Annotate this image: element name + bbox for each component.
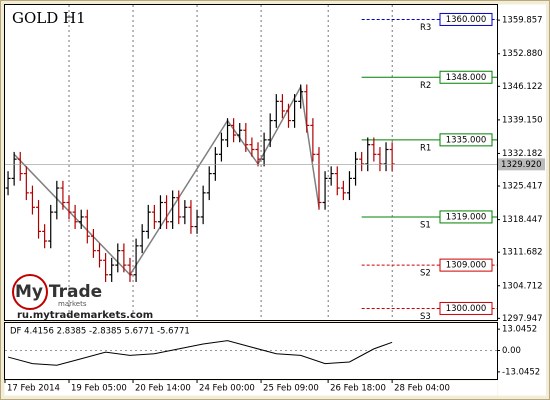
indicator-label: DF 4.4156 2.8385 -2.8385 5.6771 -5.6771 [10, 327, 190, 337]
level-box [439, 12, 493, 26]
x-tick-label: 20 Feb 14:00 [135, 384, 191, 394]
current-price-box [498, 158, 545, 171]
level-label: 1319.000 [446, 212, 487, 222]
level-label: 1300.000 [446, 304, 487, 314]
y-tick-label: 1304.712 [502, 281, 543, 291]
level-label: 1335.000 [446, 135, 487, 145]
y-tick-label: 1332.182 [502, 149, 543, 159]
level-box [439, 70, 493, 84]
level-label: 1309.000 [446, 261, 487, 271]
level-box [439, 301, 493, 315]
x-tick-label: 25 Feb 09:00 [263, 384, 319, 394]
level-name: S2 [420, 269, 431, 279]
chart-title: GOLD H1 [12, 9, 86, 27]
level-box [439, 210, 493, 224]
indicator-line [7, 340, 393, 366]
y-axis-area [498, 4, 546, 396]
level-label: 1360.000 [446, 15, 487, 25]
y-tick-label: 1352.880 [502, 49, 543, 59]
x-tick-label: 24 Feb 00:00 [199, 384, 255, 394]
y-tick-label: 1346.122 [502, 82, 543, 92]
level-label: 1348.000 [446, 73, 487, 83]
y-tick-label: 1359.857 [502, 16, 543, 26]
y-tick-label: 1297.947 [502, 314, 543, 324]
level-box [439, 258, 493, 272]
level-box [439, 133, 493, 147]
y-tick-label: 1339.150 [502, 115, 543, 125]
x-tick-label: 28 Feb 04:00 [394, 384, 450, 394]
logo-sub: markets [58, 300, 87, 308]
y-tick-label: 1325.417 [502, 182, 543, 192]
logo-ring [12, 274, 48, 310]
plot-area [4, 4, 498, 321]
logo-url: ru.mytrademarkets.com [17, 310, 153, 321]
current-price-label: 1329.920 [501, 160, 542, 170]
level-name: R3 [420, 23, 431, 33]
y-tick-label: 1311.682 [502, 248, 543, 258]
level-name: R1 [420, 143, 431, 153]
level-name: R2 [420, 81, 431, 91]
level-name: S3 [420, 312, 431, 322]
x-axis-area [4, 380, 498, 396]
x-tick-label: 26 Feb 18:00 [330, 384, 386, 394]
level-name: S1 [420, 220, 431, 230]
x-tick-label: 19 Feb 05:00 [71, 384, 127, 394]
y-tick-label: 13.0452 [502, 325, 537, 335]
y-tick-label: 0.00 [502, 346, 521, 356]
y-tick-label: -13.0452 [502, 367, 540, 377]
zigzag-line [13, 84, 320, 276]
y-tick-label: 1318.447 [502, 215, 543, 225]
logo-brand: My Trade [15, 282, 102, 302]
watermark: My Trade markets ru.mytrademarkets.com [12, 274, 153, 321]
x-tick-label: 17 Feb 2014 [7, 384, 60, 394]
